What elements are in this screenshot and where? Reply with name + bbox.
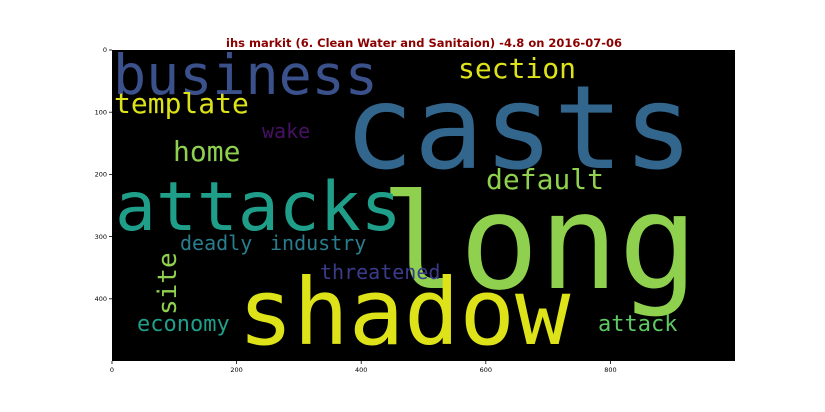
chart-title: ihs markit (6. Clean Water and Sanitaion… [226,36,622,50]
y-tick-label: 200 [95,171,107,179]
plot-background [112,50,735,361]
word-home: home [173,135,240,168]
word-long: long [380,166,698,320]
word-section: section [458,52,576,85]
x-tick-label: 600 [480,366,492,374]
word-template: template [114,87,249,120]
y-tick-label: 400 [95,295,107,303]
x-tick-label: 400 [355,366,367,374]
word-business: business [113,43,378,107]
word-deadly: deadly [180,231,252,255]
word-site: site [153,252,183,315]
word-threatened: threatened [320,260,440,284]
word-attack: attack [598,312,677,337]
word-wake: wake [262,119,310,143]
y-tick-label: 100 [95,108,107,116]
axes: 0 200 400 600 800 0 100 200 300 400 [95,46,617,374]
x-tick-label: 0 [110,366,114,374]
y-tick-label: 0 [103,46,107,54]
x-tick-label: 800 [604,366,616,374]
word-attacks: attacks [115,168,402,247]
word-economy: economy [137,312,230,337]
y-tick-label: 300 [95,233,107,241]
word-shadow: shadow [238,259,571,366]
x-tick-label: 200 [230,366,242,374]
word-industry: industry [270,231,366,255]
word-casts: casts [344,61,693,196]
word-default: default [486,163,604,196]
